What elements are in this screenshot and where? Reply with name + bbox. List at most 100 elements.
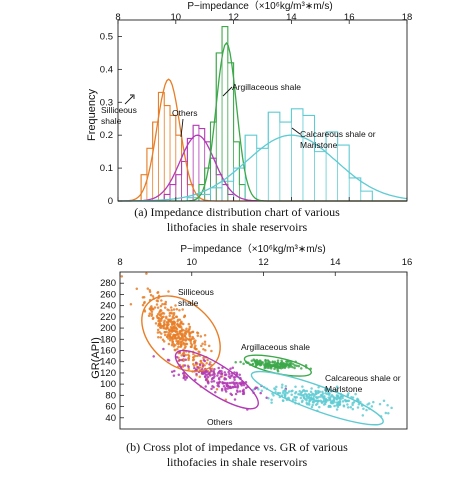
x-tick-label: 12 bbox=[228, 12, 239, 23]
point-calcareous bbox=[294, 385, 297, 389]
point-siliceous bbox=[179, 341, 183, 345]
point-siliceous bbox=[184, 339, 187, 342]
point-argillaceous bbox=[242, 362, 245, 365]
point-siliceous bbox=[155, 303, 159, 306]
panel-a-histogram: P−impedance（×10⁶kg/m³∗m/s) 8 10 12 14 16 18 F… bbox=[86, 0, 412, 234]
point-siliceous bbox=[196, 331, 200, 335]
point-calcareous bbox=[305, 389, 309, 393]
point-siliceous bbox=[167, 290, 170, 293]
x-tick-label: 8 bbox=[115, 12, 120, 23]
point-others bbox=[217, 381, 221, 384]
point-siliceous bbox=[163, 302, 166, 306]
label-siliceous-b-line1: Silliceous bbox=[178, 287, 214, 297]
point-argillaceous bbox=[292, 362, 295, 366]
point-siliceous bbox=[148, 312, 152, 315]
point-siliceous bbox=[148, 288, 152, 292]
point-calcareous bbox=[336, 403, 340, 406]
point-others bbox=[241, 389, 245, 393]
point-siliceous bbox=[158, 311, 161, 314]
point-calcareous bbox=[346, 406, 350, 409]
point-calcareous bbox=[300, 400, 304, 404]
label-siliceous-b-line2: shale bbox=[178, 298, 199, 308]
point-others bbox=[224, 388, 227, 391]
point-others bbox=[231, 366, 235, 369]
point-others bbox=[201, 364, 205, 367]
y-tick-label: 240 bbox=[100, 301, 116, 312]
point-others bbox=[207, 372, 210, 376]
point-siliceous bbox=[156, 290, 160, 294]
point-siliceous bbox=[209, 361, 212, 364]
point-calcareous bbox=[281, 383, 284, 387]
y-tick-label: 60 bbox=[105, 402, 116, 413]
point-siliceous bbox=[165, 330, 168, 334]
point-others bbox=[216, 374, 219, 377]
panel-b-scatter: P−impedance（×10⁶kg/m³∗m/s) 8 10 12 14 16 GR(… bbox=[90, 243, 412, 469]
y-tick-label: 200 bbox=[100, 323, 116, 334]
point-siliceous bbox=[172, 308, 176, 311]
point-others bbox=[234, 381, 238, 385]
point-siliceous bbox=[171, 340, 175, 343]
point-others bbox=[233, 385, 237, 388]
y-tick-label: 0.4 bbox=[100, 64, 113, 75]
x-tick-label: 8 bbox=[117, 257, 122, 268]
point-calcareous bbox=[308, 398, 312, 401]
point-siliceous bbox=[170, 343, 174, 347]
point-others bbox=[198, 363, 202, 367]
point-argillaceous bbox=[282, 361, 285, 365]
point-siliceous bbox=[181, 308, 184, 311]
point-argillaceous bbox=[297, 364, 301, 368]
point-calcareous bbox=[351, 401, 354, 405]
point-others bbox=[187, 365, 190, 369]
point-calcareous bbox=[372, 400, 375, 404]
point-others bbox=[242, 383, 246, 387]
point-siliceous bbox=[164, 300, 168, 304]
point-calcareous bbox=[287, 390, 291, 393]
point-siliceous bbox=[147, 314, 151, 317]
point-argillaceous bbox=[285, 362, 288, 365]
caption-a-line2: lithofacies in shale reservoirs bbox=[167, 220, 308, 234]
point-siliceous bbox=[162, 326, 165, 330]
point-siliceous bbox=[178, 330, 182, 334]
point-siliceous bbox=[199, 360, 202, 363]
point-siliceous bbox=[171, 320, 174, 324]
point-calcareous bbox=[299, 396, 303, 400]
y-tick-label: 0.5 bbox=[100, 31, 113, 42]
point-calcareous bbox=[304, 397, 307, 401]
point-siliceous bbox=[150, 312, 154, 316]
point-siliceous bbox=[170, 312, 174, 315]
point-others bbox=[233, 398, 237, 401]
point-argillaceous bbox=[268, 360, 272, 364]
point-siliceous bbox=[168, 338, 172, 342]
point-argillaceous bbox=[283, 365, 286, 368]
point-calcareous bbox=[267, 397, 270, 400]
point-calcareous bbox=[354, 392, 357, 396]
point-siliceous bbox=[163, 333, 167, 337]
arrow-others-a bbox=[180, 118, 184, 138]
point-siliceous bbox=[210, 367, 214, 371]
x-tick-label: 18 bbox=[402, 12, 413, 23]
point-siliceous bbox=[159, 304, 163, 308]
point-siliceous bbox=[202, 356, 205, 360]
point-argillaceous bbox=[264, 359, 267, 362]
point-siliceous bbox=[120, 275, 124, 278]
point-siliceous bbox=[189, 340, 192, 343]
point-others bbox=[227, 370, 230, 374]
point-siliceous bbox=[141, 296, 145, 299]
point-others bbox=[195, 372, 198, 376]
point-siliceous bbox=[193, 354, 197, 358]
point-siliceous bbox=[180, 320, 183, 323]
point-siliceous bbox=[187, 322, 191, 326]
point-calcareous bbox=[308, 403, 311, 406]
point-siliceous bbox=[178, 308, 181, 312]
point-siliceous bbox=[173, 335, 177, 339]
point-others bbox=[225, 384, 229, 388]
panel-a-y-tick-labels: 0 0.1 0.2 0.3 0.4 0.5 bbox=[100, 31, 113, 207]
point-calcareous bbox=[349, 405, 353, 409]
point-siliceous bbox=[177, 335, 181, 339]
point-siliceous bbox=[161, 311, 164, 315]
point-calcareous bbox=[270, 398, 273, 401]
point-calcareous bbox=[318, 405, 321, 409]
point-siliceous bbox=[201, 342, 204, 346]
point-siliceous bbox=[203, 334, 207, 337]
point-calcareous bbox=[312, 397, 315, 401]
